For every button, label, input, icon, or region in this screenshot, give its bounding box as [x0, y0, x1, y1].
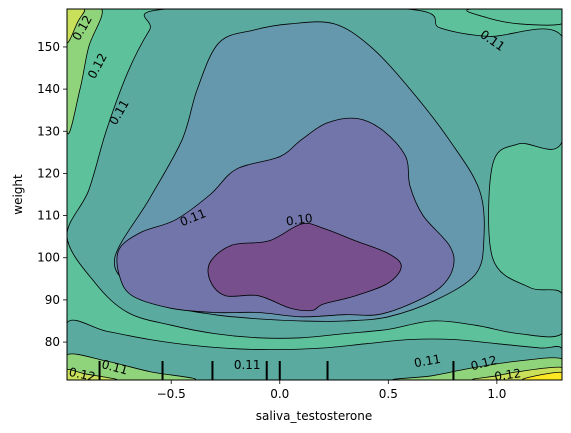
contour-label-5: 0.10 [285, 211, 313, 229]
y-tick-label-4: 120 [37, 166, 60, 180]
contour-label-11: 0.12 [68, 365, 97, 384]
y-tick-label-1: 90 [45, 293, 60, 307]
contour-region-band-1 [67, 319, 562, 380]
y-axis-label: weight [11, 174, 25, 215]
y-axis: 80 90 100 110 120 130 140 150 [37, 40, 67, 349]
x-axis: −0.5 0.0 0.5 1.0 [157, 380, 506, 401]
y-tick-label-3: 110 [37, 209, 60, 223]
contour-regions [67, 9, 562, 380]
y-tick-label-0: 80 [45, 335, 60, 349]
contour-label-7: 0.11 [234, 358, 261, 372]
x-axis-label: saliva_testosterone [256, 409, 372, 423]
plot-area: 0.120.120.110.110.11 0.100.11 0.11 0.11 0.12… [67, 9, 562, 384]
contour-label-6: 0.11 [100, 357, 129, 377]
contour-region-corner-bl-2 [67, 368, 118, 380]
contour-region-corner-br-3 [521, 371, 562, 380]
y-tick-label-6: 140 [37, 82, 60, 96]
contour-region-corner-tr-1 [466, 9, 562, 26]
x-tick-label-0: −0.5 [157, 387, 186, 401]
contour-label-10: 0.12 [494, 366, 522, 384]
x-tick-label-2: 0.5 [379, 387, 398, 401]
y-tick-label-7: 150 [37, 40, 60, 54]
contour-label-9: 0.12 [469, 353, 498, 373]
rug-marks [98, 361, 455, 380]
y-tick-label-2: 100 [37, 251, 60, 265]
contour-label-8: 0.11 [413, 352, 442, 370]
x-tick-label-1: 0.0 [270, 387, 289, 401]
plot-frame [66, 8, 563, 381]
x-tick-label-3: 1.0 [487, 387, 506, 401]
contour-region-corner-tl-1 [67, 9, 103, 135]
contour-region-corner-tl-2 [67, 9, 86, 44]
y-tick-label-5: 130 [37, 124, 60, 138]
contour-region-band-5 [207, 222, 402, 312]
